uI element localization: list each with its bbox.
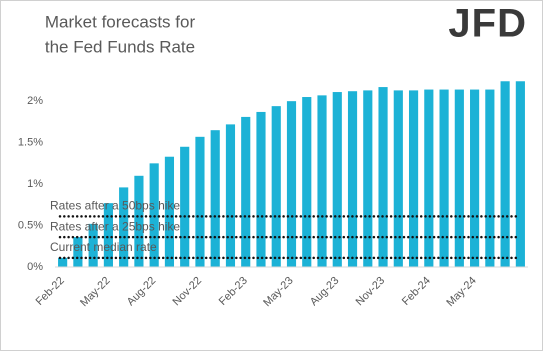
bar [73,237,83,267]
bar [286,101,297,268]
bar [378,87,388,267]
y-tick-label: 1.5% [18,137,43,149]
bar [485,89,495,267]
chart-title: Market forecasts for [45,12,196,31]
bar [363,90,373,267]
chart-title: the Fed Funds Rate [45,37,195,56]
bar [408,90,419,267]
bar [454,89,464,267]
bar [225,124,236,267]
bar [256,111,266,267]
bar [88,223,98,267]
bar [210,130,220,267]
bar [58,257,68,267]
y-tick-label: 0.5% [18,219,43,231]
bar [271,106,281,268]
bar [393,90,403,267]
bar [119,187,129,267]
logo: JFD [448,2,527,46]
y-tick-label: 2% [27,95,43,107]
bar [195,136,205,267]
bar [149,163,159,267]
reference-label: Current median rate [50,240,157,254]
bar [515,81,525,268]
y-tick-label: 1% [27,178,43,190]
bar [302,97,312,267]
bar [103,203,113,267]
bar [470,89,480,267]
bar [241,116,251,267]
bar [332,92,342,267]
bar [180,146,190,267]
y-tick-label: 0% [27,261,43,273]
bar [347,91,358,267]
bar [164,156,175,267]
bar [424,89,434,267]
bar [317,95,327,267]
reference-label: Rates after a 50bps hike [50,199,180,213]
bar [439,89,449,267]
bar [134,175,144,267]
reference-label: Rates after a 25bps hike [50,219,180,233]
bar [500,81,510,268]
